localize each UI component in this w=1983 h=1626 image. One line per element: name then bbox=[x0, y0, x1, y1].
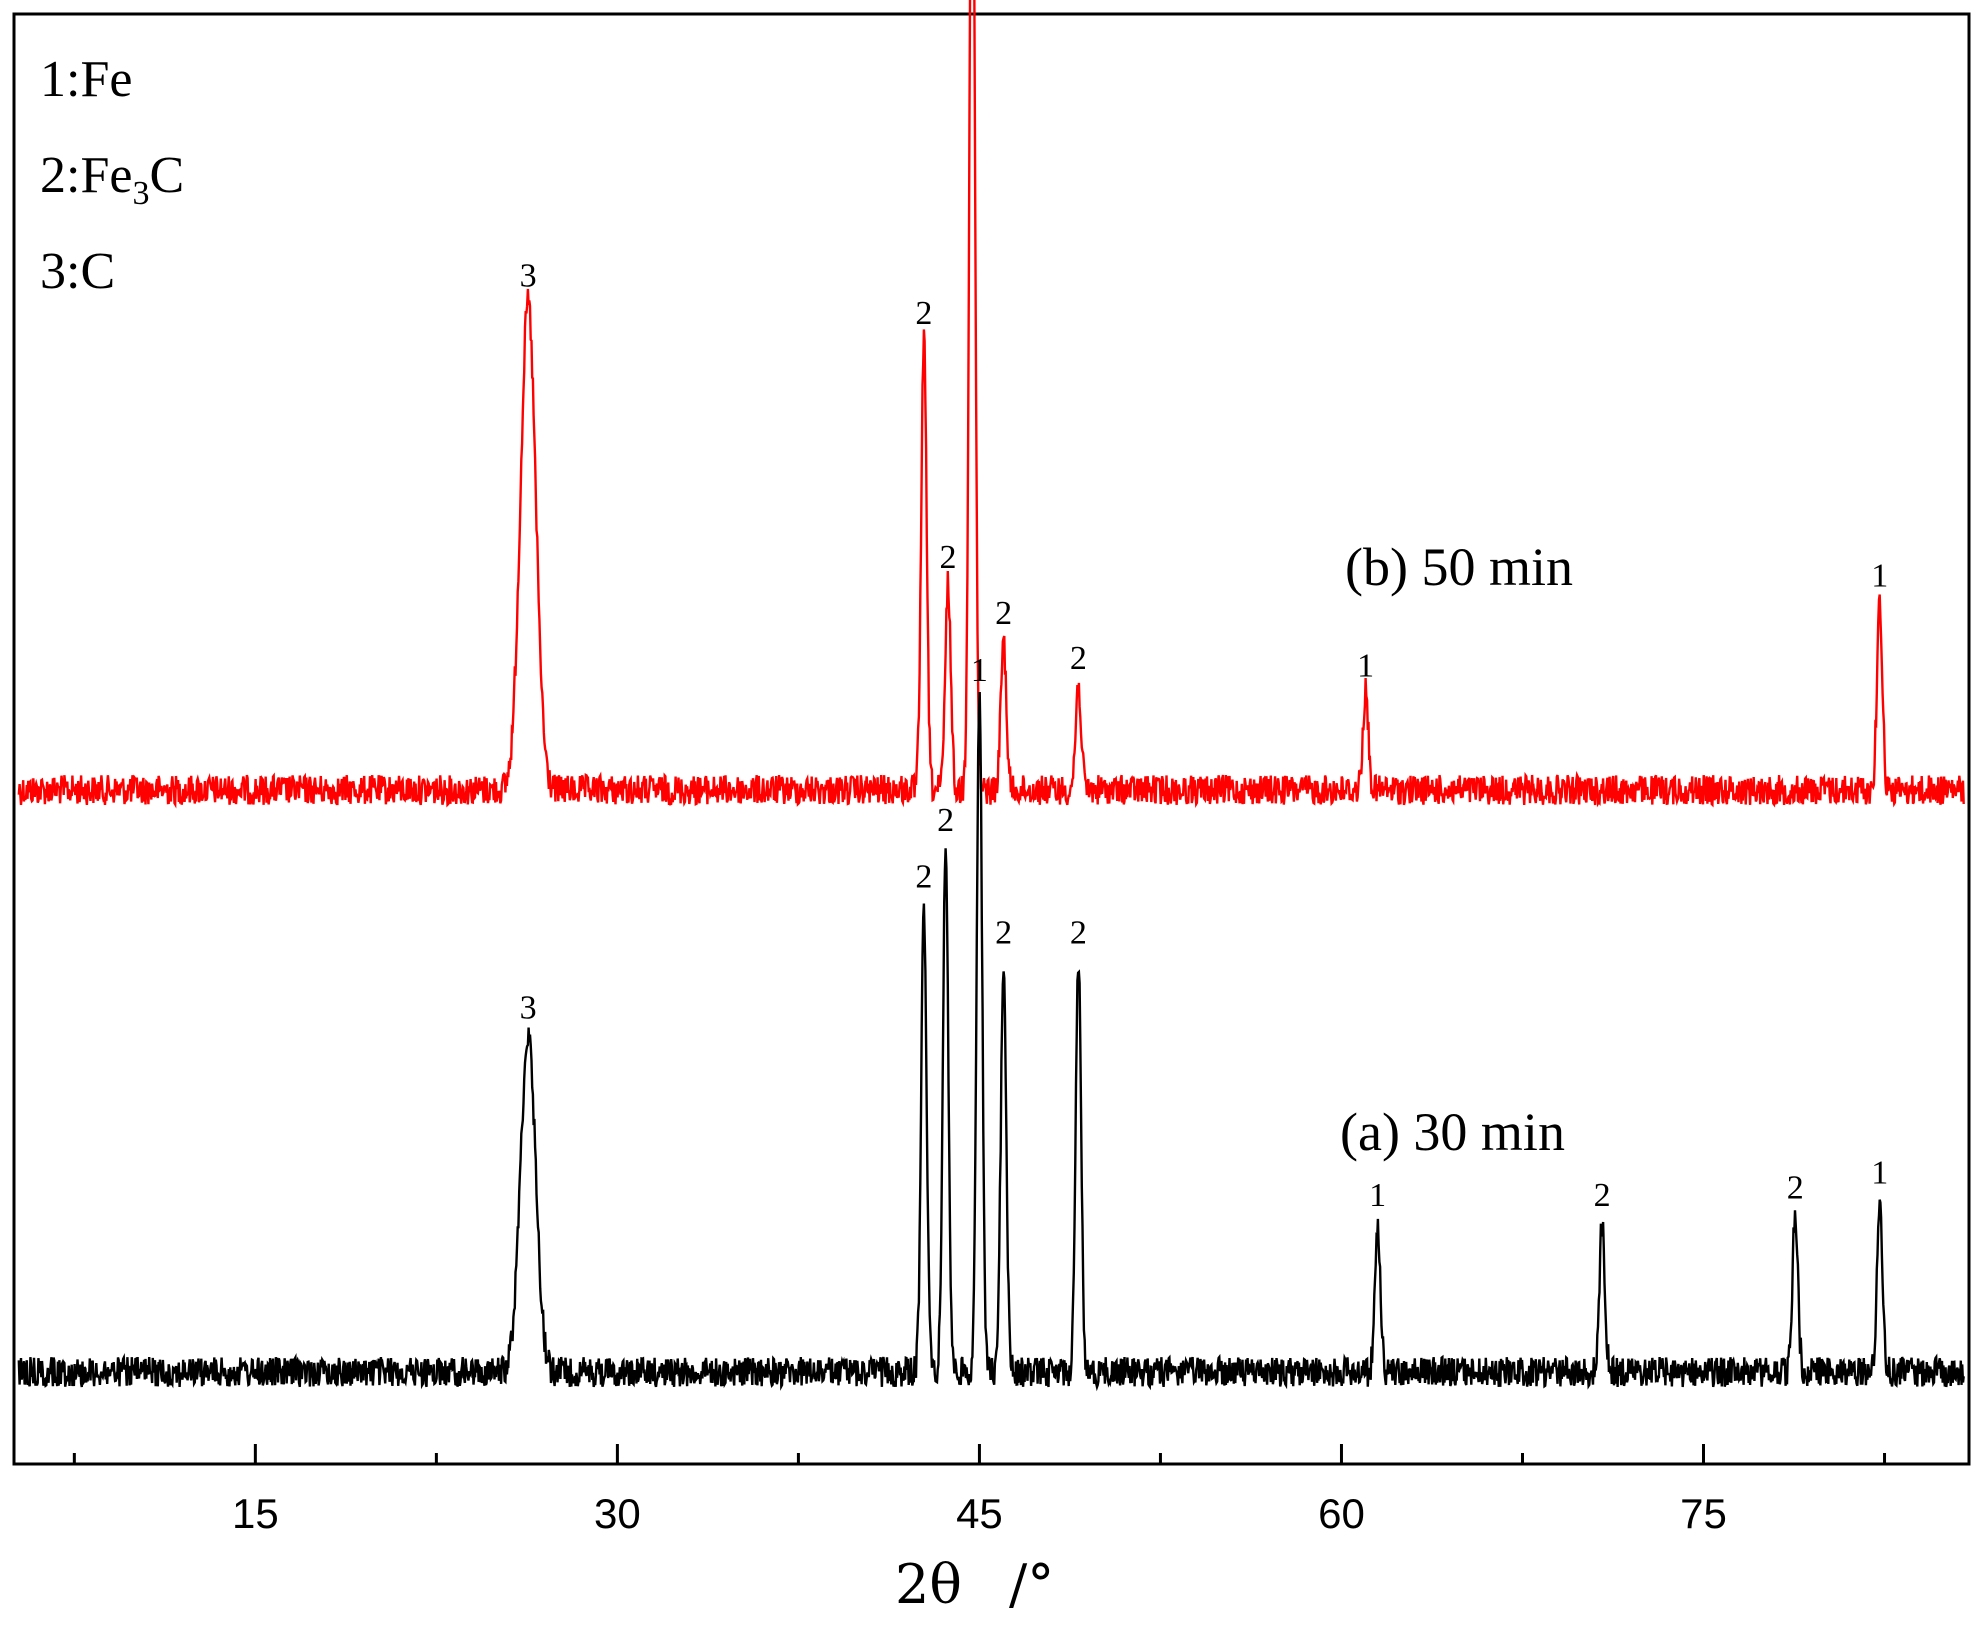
x-axis-ticks: 15 30 45 60 75 bbox=[72, 1444, 1887, 1537]
legend-item: 1:Fe bbox=[40, 51, 132, 108]
peak-label-layer: 322122113221221221 bbox=[520, 258, 1889, 1215]
x-tick-label: 30 bbox=[594, 1490, 641, 1537]
peak-label: 2 bbox=[915, 858, 932, 895]
plot-frame bbox=[12, 12, 1971, 1466]
x-tick-label: 45 bbox=[956, 1490, 1003, 1537]
legend-item: 2:Fe3C bbox=[40, 147, 184, 212]
series-layer bbox=[17, 0, 1965, 1392]
legend: 1:Fe 2:Fe3C 3:C bbox=[40, 51, 184, 300]
x-tick-label: 60 bbox=[1318, 1490, 1365, 1537]
peak-label: 2 bbox=[1594, 1177, 1611, 1214]
peak-label: 1 bbox=[1369, 1177, 1386, 1214]
x-tick-label: 15 bbox=[232, 1490, 279, 1537]
peak-label: 2 bbox=[937, 802, 954, 839]
peak-label: 3 bbox=[520, 990, 537, 1027]
peak-label: 2 bbox=[1787, 1170, 1804, 1207]
peak-label: 2 bbox=[940, 539, 957, 576]
peak-label: 3 bbox=[520, 258, 537, 295]
peak-label: 2 bbox=[1070, 915, 1087, 952]
x-axis-title: 2θ /° bbox=[895, 1553, 1054, 1616]
peak-label: 2 bbox=[915, 295, 932, 332]
peak-label: 1 bbox=[1871, 1155, 1888, 1192]
peak-label: 1 bbox=[1357, 648, 1374, 685]
x-axis-title-unit: /° bbox=[1009, 1553, 1054, 1616]
peak-label: 2 bbox=[995, 915, 1012, 952]
peak-label: 1 bbox=[1871, 558, 1888, 595]
peak-label: 1 bbox=[971, 652, 988, 689]
peak-label: 2 bbox=[995, 595, 1012, 632]
x-axis-title-main: 2θ bbox=[895, 1553, 962, 1616]
legend-item: 3:C bbox=[40, 243, 115, 300]
x-tick-label: 75 bbox=[1680, 1490, 1727, 1537]
series-label-b: (b) 50 min bbox=[1345, 537, 1573, 597]
series-line-b bbox=[17, 0, 1965, 809]
series-line-a bbox=[17, 691, 1965, 1392]
series-label-a: (a) 30 min bbox=[1340, 1102, 1565, 1162]
peak-label: 2 bbox=[1070, 640, 1087, 677]
